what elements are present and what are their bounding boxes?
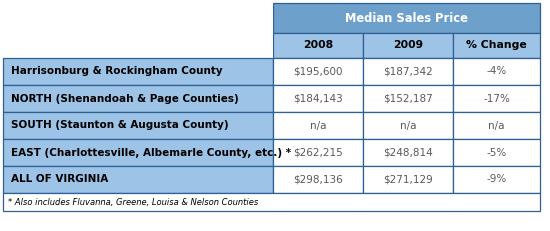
Text: $184,143: $184,143	[293, 94, 343, 103]
Bar	[3, 166, 273, 193]
Text: ALL OF VIRGINIA: ALL OF VIRGINIA	[11, 174, 108, 185]
Text: $248,814: $248,814	[383, 148, 433, 158]
Bar	[453, 85, 540, 112]
Bar	[363, 166, 453, 193]
Bar	[273, 139, 363, 166]
Text: $271,129: $271,129	[383, 174, 433, 185]
Text: n/a: n/a	[488, 121, 505, 131]
Text: $195,600: $195,600	[293, 67, 343, 76]
Bar	[3, 193, 540, 211]
Text: n/a: n/a	[400, 121, 416, 131]
Text: Median Sales Price: Median Sales Price	[345, 12, 468, 24]
Bar	[273, 166, 363, 193]
Bar	[453, 139, 540, 166]
Text: -9%: -9%	[486, 174, 507, 185]
Bar	[363, 33, 453, 58]
Text: % Change: % Change	[466, 40, 527, 51]
Bar	[3, 33, 273, 58]
Bar	[453, 112, 540, 139]
Text: 2008: 2008	[303, 40, 333, 51]
Bar	[3, 112, 273, 139]
Bar	[363, 58, 453, 85]
Text: * Also includes Fluvanna, Greene, Louisa & Nelson Counties: * Also includes Fluvanna, Greene, Louisa…	[8, 198, 258, 207]
Text: Harrisonburg & Rockingham County: Harrisonburg & Rockingham County	[11, 67, 223, 76]
Bar	[3, 139, 273, 166]
Text: $262,215: $262,215	[293, 148, 343, 158]
Bar	[453, 33, 540, 58]
Text: -4%: -4%	[486, 67, 507, 76]
Bar	[273, 33, 363, 58]
Text: $152,187: $152,187	[383, 94, 433, 103]
Bar	[363, 85, 453, 112]
Bar	[453, 166, 540, 193]
Bar	[273, 85, 363, 112]
Bar	[453, 58, 540, 85]
Bar	[3, 58, 273, 85]
Text: n/a: n/a	[310, 121, 326, 131]
Bar	[3, 85, 273, 112]
Text: 2009: 2009	[393, 40, 423, 51]
Text: SOUTH (Staunton & Augusta County): SOUTH (Staunton & Augusta County)	[11, 121, 229, 131]
Bar	[3, 3, 273, 58]
Text: -5%: -5%	[486, 148, 507, 158]
Bar	[363, 112, 453, 139]
Text: NORTH (Shenandoah & Page Counties): NORTH (Shenandoah & Page Counties)	[11, 94, 239, 103]
Text: EAST (Charlottesville, Albemarle County, etc.) *: EAST (Charlottesville, Albemarle County,…	[11, 148, 291, 158]
Text: $187,342: $187,342	[383, 67, 433, 76]
Bar	[273, 58, 363, 85]
Bar	[273, 3, 540, 33]
Bar	[3, 3, 273, 33]
Bar	[273, 112, 363, 139]
Text: $298,136: $298,136	[293, 174, 343, 185]
Bar	[363, 139, 453, 166]
Text: -17%: -17%	[483, 94, 510, 103]
